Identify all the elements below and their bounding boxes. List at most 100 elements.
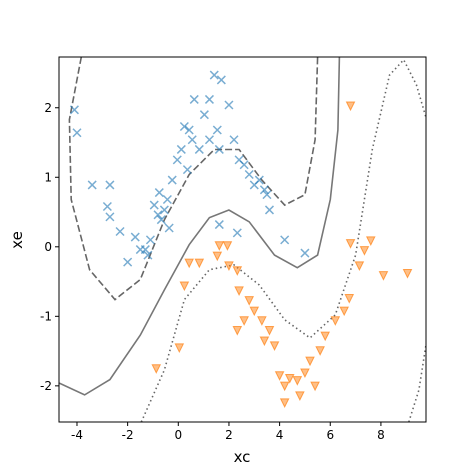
point-x — [262, 190, 272, 200]
y-tick-label: -1 — [40, 309, 52, 323]
point-x — [115, 226, 125, 237]
point-x — [69, 105, 79, 115]
point-x — [164, 223, 174, 233]
point-x — [212, 125, 222, 135]
point-x — [189, 94, 199, 104]
point-x — [179, 121, 189, 132]
point-triangle — [179, 281, 190, 292]
point-x — [239, 160, 249, 170]
point-x — [159, 205, 169, 215]
point-triangle — [339, 306, 350, 317]
point-triangle — [274, 371, 285, 381]
point-x — [153, 210, 163, 220]
point-triangle — [239, 316, 249, 326]
point-triangle — [320, 331, 331, 342]
contour-line — [68, 57, 319, 301]
point-x — [140, 245, 150, 255]
x-tick-label: 8 — [377, 428, 385, 442]
point-triangle — [244, 296, 255, 306]
point-x — [149, 200, 159, 210]
point-triangle — [194, 258, 205, 269]
point-x — [229, 135, 239, 145]
point-x — [162, 194, 172, 205]
point-triangle — [402, 269, 413, 279]
point-x — [87, 180, 97, 190]
y-tick-label: 0 — [44, 240, 52, 254]
point-triangle — [184, 258, 194, 269]
y-axis-label: xe — [8, 231, 26, 249]
point-x — [216, 75, 226, 85]
x-tick-label: -4 — [71, 428, 83, 442]
point-triangle — [232, 326, 243, 336]
point-triangle — [264, 326, 275, 336]
point-triangle — [284, 374, 295, 384]
point-triangle — [232, 266, 243, 276]
point-x — [156, 215, 166, 225]
point-triangle — [257, 316, 267, 326]
point-x — [194, 144, 204, 154]
point-x — [182, 165, 192, 175]
point-triangle — [224, 261, 234, 271]
point-x — [176, 144, 186, 154]
contour-line — [59, 57, 341, 396]
point-triangle — [310, 381, 320, 392]
point-x — [154, 188, 164, 198]
point-x — [145, 235, 155, 245]
point-x — [172, 155, 182, 165]
point-triangle — [330, 316, 341, 326]
plot-area — [59, 57, 426, 422]
point-x — [204, 94, 214, 104]
point-x — [199, 110, 209, 120]
y-tick-label: -2 — [40, 379, 52, 393]
point-x — [123, 257, 133, 267]
point-x — [224, 100, 234, 110]
point-x — [259, 185, 269, 195]
point-x — [130, 232, 140, 242]
point-x — [105, 180, 115, 190]
x-tick-label: 0 — [174, 428, 182, 442]
point-triangle — [300, 368, 310, 379]
point-x — [264, 205, 275, 215]
point-x — [214, 220, 224, 230]
point-x — [280, 235, 290, 245]
point-triangle — [279, 381, 290, 392]
point-triangle — [365, 236, 376, 246]
point-triangle — [279, 398, 290, 408]
point-triangle — [292, 376, 303, 386]
point-triangle — [295, 391, 305, 402]
point-x — [214, 144, 224, 154]
point-triangle — [259, 336, 270, 347]
x-tick-label: -2 — [122, 428, 134, 442]
y-tick-label: 2 — [44, 101, 52, 115]
point-x — [167, 175, 177, 185]
point-x — [204, 135, 214, 145]
point-triangle — [249, 306, 260, 317]
point-x — [105, 212, 115, 222]
point-x — [209, 70, 219, 80]
point-x — [254, 175, 264, 185]
point-x — [244, 169, 254, 180]
point-triangle — [212, 251, 223, 262]
point-triangle — [214, 241, 225, 251]
point-x — [102, 201, 112, 212]
point-x — [143, 250, 153, 260]
point-triangle — [151, 364, 162, 374]
contour-line — [140, 58, 426, 422]
x-tick-label: 6 — [326, 428, 334, 442]
point-triangle — [269, 341, 280, 351]
point-x — [187, 135, 197, 145]
point-triangle — [305, 356, 315, 367]
x-axis-label: xc — [234, 448, 251, 466]
point-triangle — [222, 241, 233, 251]
x-tick-label: 4 — [276, 428, 284, 442]
x-tick-label: 2 — [225, 428, 233, 442]
point-triangle — [359, 246, 370, 256]
y-tick-label: 1 — [44, 170, 52, 184]
point-triangle — [378, 271, 389, 281]
point-x — [184, 125, 194, 135]
plot-frame — [58, 56, 427, 423]
point-x — [300, 248, 310, 258]
point-triangle — [354, 261, 365, 271]
point-triangle — [345, 101, 356, 112]
